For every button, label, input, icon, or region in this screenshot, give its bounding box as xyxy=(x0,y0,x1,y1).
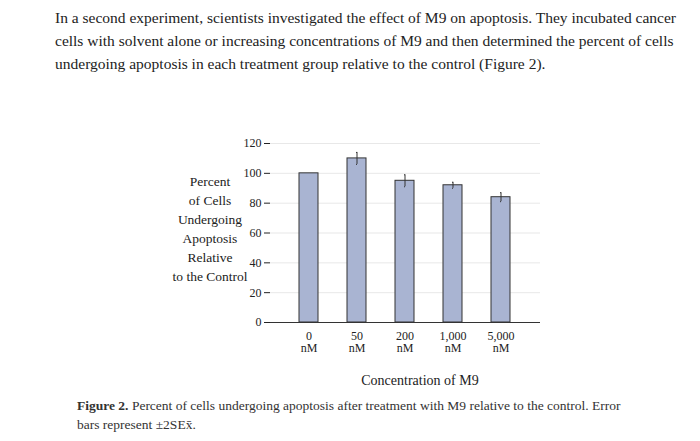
svg-text:0nM: 0nM xyxy=(301,329,318,355)
svg-text:1,000nM: 1,000nM xyxy=(440,329,467,355)
html-text:Figure 2. Percent of cells und: Figure 2. Percent of cells undergoing ap… xyxy=(77,398,621,432)
svg-text:0: 0 xyxy=(256,315,262,329)
svg-text:40: 40 xyxy=(250,256,262,270)
html-text:Percent of Cells Undergoing Ap: Percent of Cells Undergoing Apoptosis Re… xyxy=(172,174,248,284)
html-text:In a second experiment, scient: In a second experiment, scientists inves… xyxy=(55,9,676,72)
svg-text:50nM: 50nM xyxy=(349,329,366,355)
svg-text:200nM: 200nM xyxy=(396,329,414,355)
svg-text:60: 60 xyxy=(250,226,262,240)
svg-text:5,000nM: 5,000nM xyxy=(488,329,515,355)
html-text:Concentration of M9: Concentration of M9 xyxy=(361,373,479,388)
svg-text:100: 100 xyxy=(244,166,262,180)
svg-text:120: 120 xyxy=(244,136,262,150)
svg-text:20: 20 xyxy=(250,286,262,300)
svg-text:80: 80 xyxy=(250,196,262,210)
